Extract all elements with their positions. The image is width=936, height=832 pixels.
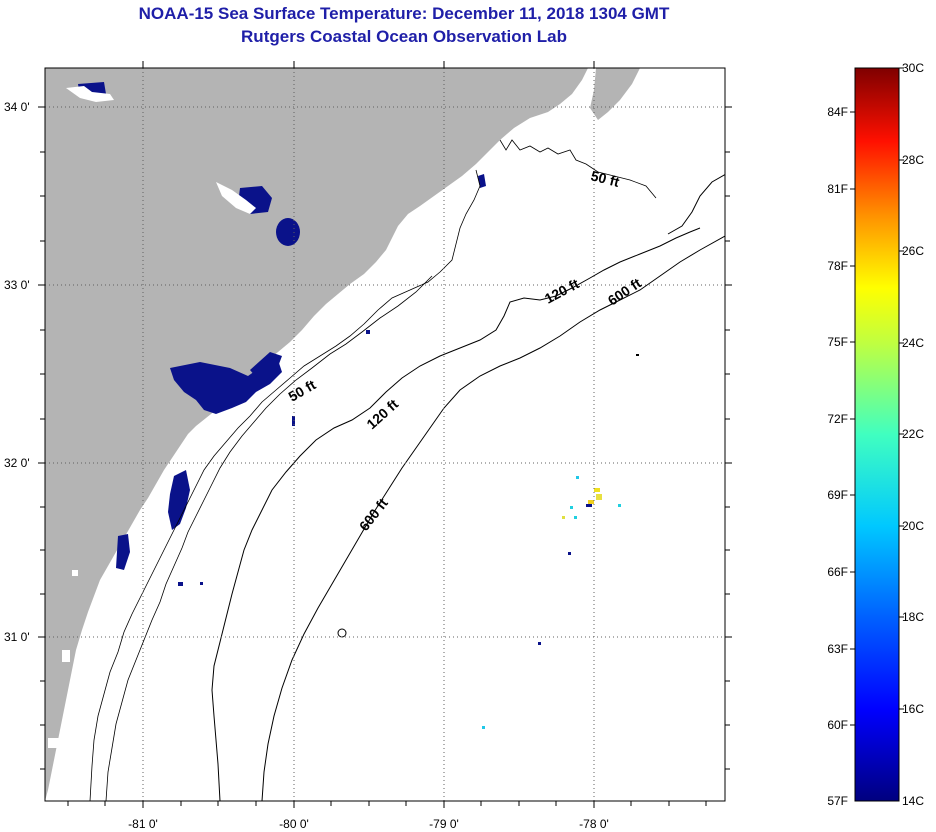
cold-pixel-clusters [78,82,592,645]
colorbar-c-18: 18C [902,610,924,624]
lon-label-80: -80 0' [279,817,309,831]
colorbar [854,67,900,802]
cloud-patches [48,86,256,748]
lon-label-78: -78 0' [579,817,609,831]
colorbar-f-81: 81F [827,182,848,196]
colorbar-f-66: 66F [827,565,848,579]
offshore-pixels [482,476,621,729]
colorbar-c-14: 14C [902,794,924,808]
colorbar-f-69: 69F [827,488,848,502]
lon-label-79: -79 0' [429,817,459,831]
colorbar-c-28: 28C [902,153,924,167]
map-title: NOAA-15 Sea Surface Temperature: Decembe… [138,4,670,23]
coastline-detail [499,139,657,199]
colorbar-ticks [850,67,904,726]
colorbar-c-16: 16C [902,702,924,716]
colorbar-f-75: 75F [827,335,848,349]
lat-label-33: 33 0' [4,278,30,292]
colorbar-c-30: 30C [902,61,924,75]
colorbar-c-22: 22C [902,427,924,441]
colorbar-f-72: 72F [827,412,848,426]
gridlines [45,68,725,801]
axis-ticks [38,61,732,808]
colorbar-c-26: 26C [902,244,924,258]
contour-50ft-line [667,173,725,235]
colorbar-f-63: 63F [827,642,848,656]
land-patch-ne [590,68,640,120]
lat-label-31: 31 0' [4,630,30,644]
colorbar-f-57: 57F [827,794,848,808]
lat-label-34: 34 0' [4,100,30,114]
colorbar-f-78: 78F [827,259,848,273]
land-mass [45,68,588,801]
colorbar-f-84: 84F [827,105,848,119]
map-subtitle: Rutgers Coastal Ocean Observation Lab [241,27,567,46]
contour-label-50ft-ne: 50 ft [589,167,621,190]
contour-120ft-line [211,227,701,801]
lat-label-32: 32 0' [4,456,30,470]
colorbar-c-24: 24C [902,336,924,350]
contour-600ft-line [261,235,725,801]
colorbar-f-60: 60F [827,718,848,732]
lon-label-81: -81 0' [128,817,158,831]
colorbar-c-20: 20C [902,519,924,533]
map-frame [44,67,726,802]
